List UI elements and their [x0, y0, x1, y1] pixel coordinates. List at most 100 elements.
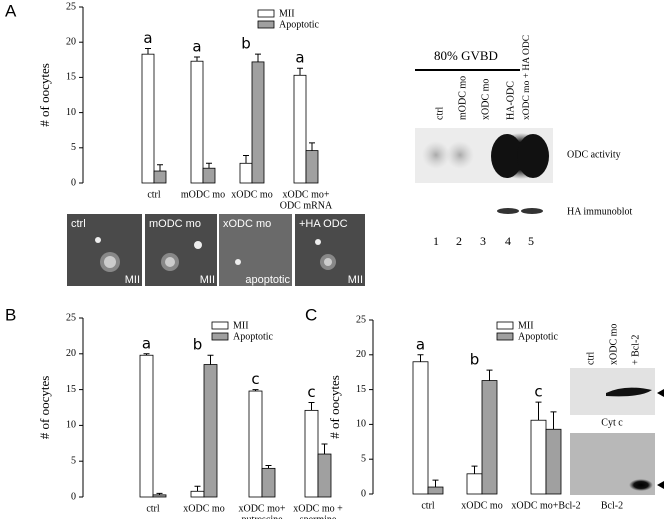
y-axis-label: # of oocytes [37, 376, 52, 440]
y-tick-label: 10 [66, 420, 76, 431]
error-bar [265, 464, 272, 469]
bar [545, 428, 562, 495]
bar [248, 390, 263, 498]
y-tick-label: 5 [71, 142, 76, 153]
significance-letter: c [307, 383, 315, 401]
micrographs: ctrl mODC mo xODC mo +HA ODC MII MII apo… [67, 214, 365, 286]
y-axis-label: # of oocytes [37, 63, 52, 127]
error-bar [252, 389, 259, 392]
micrograph-stage: MII [125, 274, 140, 286]
lane-label: xODC mo [480, 79, 491, 120]
error-bar [550, 411, 557, 430]
y-tick-label: 15 [356, 384, 366, 395]
micrograph-label: mODC mo [149, 218, 201, 230]
x-tick-label: mODC mo [181, 189, 225, 200]
micrograph-label: ctrl [71, 218, 86, 230]
odc-blot: 80% GVBD ctrl mODC mo xODC mo HA-ODC xOD… [415, 35, 633, 248]
error-bar [321, 443, 328, 455]
y-tick-label: 0 [361, 488, 366, 499]
x-tick-label: xODC mo+Bcl-2 [511, 500, 580, 511]
lane-number: 2 [456, 234, 462, 248]
micrograph-label: +HA ODC [299, 218, 348, 230]
blot-header: 80% GVBD [434, 48, 498, 63]
lane-label: + Bcl-2 [630, 335, 641, 365]
bar [530, 419, 547, 495]
panel-label: C [305, 305, 317, 324]
error-bar [143, 353, 150, 356]
error-bar [157, 164, 163, 172]
x-tick-label: ODC mRNA [280, 200, 333, 211]
bar [152, 494, 167, 498]
micrograph [67, 214, 142, 286]
error-bar [308, 401, 315, 411]
panel-label: A [5, 1, 17, 20]
x-tick-label: putrescine [241, 514, 283, 519]
legend-swatch [496, 321, 514, 330]
y-tick-label: 25 [356, 314, 366, 325]
x-tick-label: ctrl [147, 189, 161, 200]
x-tick-label: xODC mo + [293, 503, 343, 514]
error-bar [145, 48, 151, 55]
lane-label: xODC mo [608, 324, 619, 365]
row-label: HA immunoblot [567, 206, 633, 217]
y-tick-label: 25 [66, 312, 76, 323]
y-axis-label: # of oocytes [327, 375, 342, 439]
significance-letter: a [416, 335, 425, 353]
error-bar [207, 354, 214, 365]
legend-label: MII [233, 320, 249, 331]
lane-label: HA-ODC [505, 81, 516, 120]
error-bar [156, 492, 163, 495]
error-bar [297, 67, 303, 76]
significance-letter: b [193, 336, 203, 354]
legend-label: Apoptotic [518, 331, 559, 342]
lane-number: 1 [433, 234, 439, 248]
bar [261, 467, 276, 498]
legend-label: Apoptotic [233, 331, 274, 342]
y-tick-label: 20 [356, 349, 366, 360]
micrograph [219, 214, 292, 286]
significance-letter: a [192, 37, 201, 55]
bar [412, 361, 429, 495]
bar [139, 354, 154, 498]
y-tick-label: 5 [361, 453, 366, 464]
x-tick-label: ctrl [146, 503, 160, 514]
significance-letter: c [534, 383, 542, 401]
arrowhead [657, 389, 664, 397]
y-tick-label: 15 [66, 384, 76, 395]
bar [141, 53, 155, 184]
error-bar [417, 354, 424, 362]
x-tick-label: xODC mo [183, 503, 224, 514]
bar [239, 162, 253, 184]
micrograph-stage: MII [200, 274, 215, 286]
micrograph-stage: MII [348, 274, 363, 286]
legend-swatch [257, 20, 275, 29]
bar [481, 380, 498, 495]
cyt-blot: ctrl xODC mo + Bcl-2 Cyt c Bcl-2 [570, 324, 664, 511]
x-tick-label: xODC mo+ [282, 189, 329, 200]
lane-number: 4 [505, 234, 511, 248]
x-tick-label: xODC mo [461, 500, 502, 511]
legend-swatch [496, 332, 514, 341]
error-bar [309, 142, 315, 151]
y-tick-label: 15 [66, 72, 76, 83]
significance-letter: a [142, 334, 151, 352]
lane-number: 3 [480, 234, 486, 248]
significance-letter: a [295, 49, 304, 67]
bar [190, 60, 204, 184]
y-tick-label: 0 [71, 177, 76, 188]
row-label: Bcl-2 [601, 500, 623, 511]
legend-swatch [211, 332, 229, 341]
lane-number: 5 [528, 234, 534, 248]
legend-label: MII [518, 320, 534, 331]
y-tick-label: 20 [66, 36, 76, 47]
micrograph [295, 214, 365, 286]
y-tick-label: 20 [66, 348, 76, 359]
significance-letter: a [143, 29, 152, 47]
legend-label: Apoptotic [279, 19, 320, 30]
bar [305, 150, 319, 184]
y-tick-label: 10 [356, 419, 366, 430]
significance-letter: c [251, 370, 259, 388]
bar [190, 490, 205, 498]
significance-letter: b [470, 351, 480, 369]
